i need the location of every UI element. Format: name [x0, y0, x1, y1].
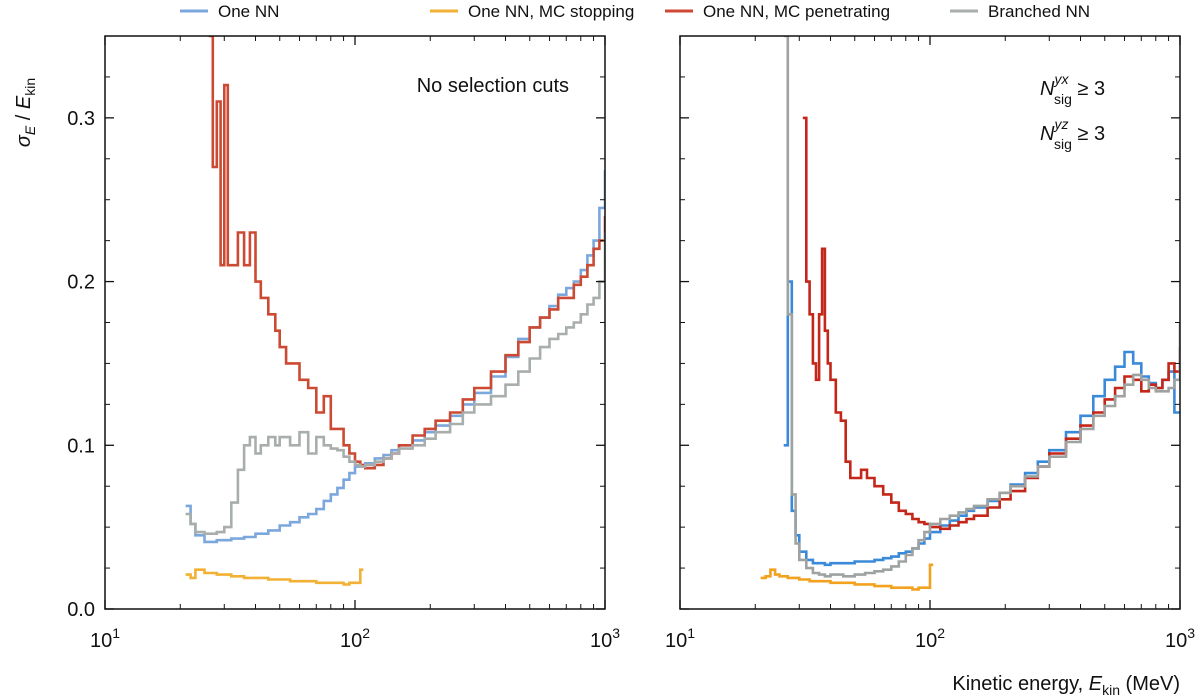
y-tick-label: 0.2	[67, 272, 95, 294]
series-line	[783, 36, 1180, 578]
selection-annotation: No selection cuts	[417, 75, 569, 97]
legend-item: Branched NN	[950, 2, 1090, 21]
x-tick-label: 103	[590, 625, 620, 652]
y-tick-label: 0.1	[67, 435, 95, 457]
series-line	[783, 280, 1180, 567]
x-tick-label: 103	[1165, 625, 1195, 652]
x-axis-label: Kinetic energy, Ekin (MeV)	[952, 673, 1180, 698]
left-panel: 101 102 103 0.0 0.1 0.2 0.3 σE / Ekin No selecti…	[13, 35, 620, 652]
legend-label: Branched NN	[988, 2, 1090, 21]
series-line	[208, 36, 605, 470]
legend-label: One NN	[218, 2, 279, 21]
legend-label: One NN, MC penetrating	[703, 2, 890, 21]
x-tick-label: 101	[90, 625, 120, 652]
y-tick-label: 0.3	[67, 108, 95, 130]
series-line	[760, 563, 934, 591]
x-tick-label: 102	[340, 625, 370, 652]
legend-item: One NN	[180, 2, 279, 21]
cut-annotation: Nyz sig ≥ 3	[1040, 116, 1105, 152]
legend-item: One NN, MC stopping	[430, 2, 634, 21]
x-tick-label: 101	[665, 625, 695, 652]
right-panel: 101 102 103 Nyx sig ≥ 3 Nyz sig ≥ 3 Kinetic ene…	[665, 35, 1195, 698]
series-line	[185, 232, 605, 535]
plot-frame	[104, 35, 606, 610]
series-line	[802, 116, 1180, 531]
y-axis-label: σE / Ekin	[13, 78, 38, 147]
legend-label: One NN, MC stopping	[468, 2, 634, 21]
series-line	[185, 568, 364, 586]
cut-annotation: Nyx sig ≥ 3	[1040, 71, 1105, 107]
series-group	[185, 36, 605, 586]
y-tick-label: 0.0	[67, 599, 95, 621]
legend-item: One NN, MC penetrating	[665, 2, 890, 21]
legend: One NN One NN, MC stopping One NN, MC pene…	[180, 2, 1090, 21]
series-group	[760, 36, 1180, 591]
x-tick-label: 102	[915, 625, 945, 652]
series-line	[185, 170, 605, 544]
